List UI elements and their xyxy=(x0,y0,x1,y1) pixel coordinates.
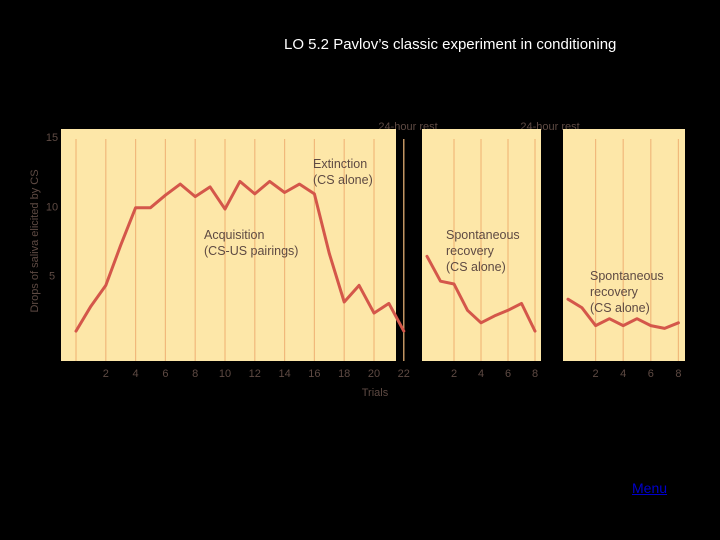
x-tick-label-panel3-8: 8 xyxy=(675,368,681,380)
panel-background-3 xyxy=(563,129,685,361)
series-line-panel3-1 xyxy=(566,297,680,330)
x-tick-label-panel2-2: 2 xyxy=(451,368,457,380)
x-tick-label-panel1-6: 6 xyxy=(162,368,168,380)
x-tick-label-panel3-4: 4 xyxy=(620,368,626,380)
annotation-panel3-1-line3: (CS alone) xyxy=(590,301,650,315)
annotation-panel2-1-line3: (CS alone) xyxy=(446,260,506,274)
annotation-panel3-1-line2: recovery xyxy=(590,285,639,299)
slide-title: LO 5.2 Pavlov’s classic experiment in co… xyxy=(284,36,617,53)
series-line-panel2-1 xyxy=(425,254,537,333)
annotation-panel1-1-line2: (CS alone) xyxy=(313,173,373,187)
x-tick-label-panel1-10: 10 xyxy=(219,368,231,380)
annotation-panel2-1-line2: recovery xyxy=(446,244,495,258)
x-tick-label-panel1-20: 20 xyxy=(368,368,380,380)
y-tick-label-5: 5 xyxy=(49,271,55,283)
x-tick-label-panel1-22: 22 xyxy=(398,368,410,380)
annotation-panel1-1-line1: Extinction xyxy=(313,157,367,171)
x-tick-label-panel1-16: 16 xyxy=(308,368,320,380)
x-tick-label-panel1-2: 2 xyxy=(103,368,109,380)
x-tick-label-panel1-14: 14 xyxy=(278,368,290,380)
x-tick-label-panel1-4: 4 xyxy=(133,368,139,380)
annotation-panel1-2-line1: Acquisition xyxy=(204,228,264,242)
x-tick-label-panel2-4: 4 xyxy=(478,368,484,380)
y-tick-label-15: 15 xyxy=(46,132,58,144)
x-tick-label-panel2-8: 8 xyxy=(532,368,538,380)
x-tick-label-panel1-8: 8 xyxy=(192,368,198,380)
annotation-panel3-1-line1: Spontaneous xyxy=(590,269,664,283)
x-tick-label-panel1-12: 12 xyxy=(249,368,261,380)
x-tick-label-panel2-6: 6 xyxy=(505,368,511,380)
x-tick-label-panel1-18: 18 xyxy=(338,368,350,380)
menu-link[interactable]: Menu xyxy=(632,480,668,496)
annotation-panel1-2-line2: (CS-US pairings) xyxy=(204,244,298,258)
x-tick-label-panel3-2: 2 xyxy=(593,368,599,380)
x-axis-label: Trials xyxy=(362,387,389,399)
panel-background-1 xyxy=(61,129,396,361)
series-line-panel1-1 xyxy=(74,179,406,333)
y-tick-label-10: 10 xyxy=(46,201,58,213)
annotation-panel2-1-line1: Spontaneous xyxy=(446,228,520,242)
y-axis-label: Drops of saliva elicited by CS xyxy=(29,169,41,312)
x-tick-label-panel3-6: 6 xyxy=(648,368,654,380)
